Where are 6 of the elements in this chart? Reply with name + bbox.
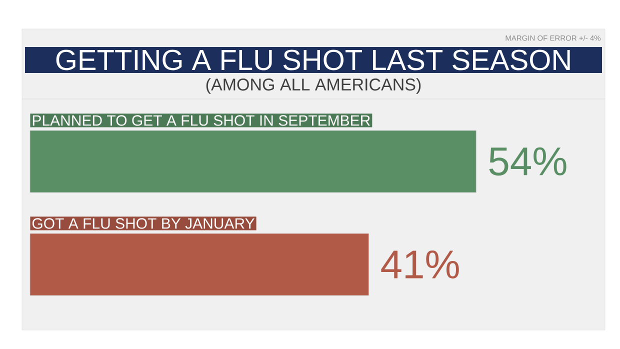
data-label: 54% — [489, 147, 566, 176]
y-tick-label: GOT A FLU SHOT BY JANUARY — [32, 218, 254, 229]
chart-title: GETTING A FLU SHOT LAST SEASON — [56, 50, 570, 70]
data-label: 41% — [381, 250, 459, 278]
chart-subtitle: (AMONG ALL AMERICANS) — [206, 78, 421, 94]
y-tick-label: PLANNED TO GET A FLU SHOT IN SEPTEMBER — [32, 115, 370, 126]
